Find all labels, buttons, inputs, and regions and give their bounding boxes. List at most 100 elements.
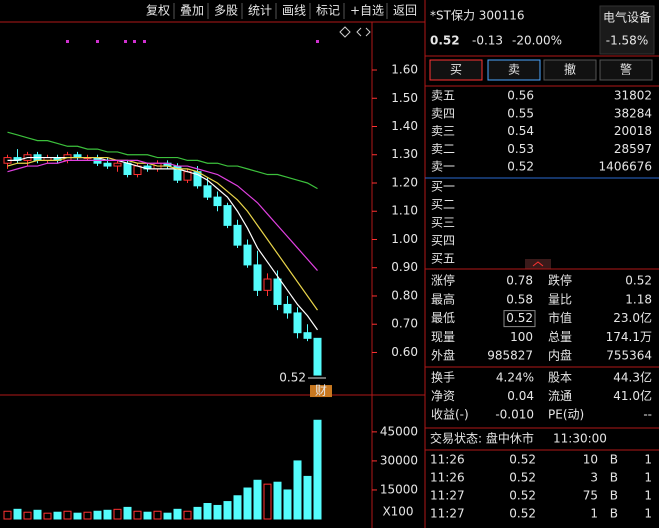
- trade-cell: 0.52: [509, 471, 536, 485]
- candle-body: [283, 303, 292, 314]
- stat-label: 内盘: [548, 348, 572, 363]
- action-button[interactable]: [599, 59, 653, 81]
- trade-cell: B: [610, 453, 618, 467]
- action-label[interactable]: 卖: [508, 63, 520, 77]
- ma-line: [7, 156, 318, 331]
- ask-label: 卖四: [431, 106, 455, 120]
- trade-cell: 3: [590, 471, 598, 485]
- action-label[interactable]: 警: [620, 62, 632, 77]
- toolbar-button[interactable]: 叠加: [180, 4, 204, 18]
- toolbar-button[interactable]: 画线: [282, 4, 306, 18]
- toolbar-button[interactable]: +自选: [350, 4, 384, 18]
- bid-label: 买四: [431, 234, 455, 248]
- candle-body: [253, 264, 262, 291]
- volume-bar: [163, 512, 172, 520]
- y-tick-label: 1.20: [391, 175, 418, 189]
- volume-bar: [43, 512, 52, 520]
- stat-label: PE(动): [548, 408, 584, 422]
- ma-line: [7, 159, 318, 271]
- toolbar-button[interactable]: 统计: [248, 4, 272, 18]
- volume-bar: [313, 419, 322, 520]
- candle-body: [273, 278, 282, 305]
- volume-bar: [103, 509, 112, 520]
- trade-cell: 0.52: [509, 507, 536, 521]
- ask-volume: 1406676: [599, 160, 652, 174]
- candle-body: [233, 224, 242, 246]
- ask-price: 0.53: [507, 142, 534, 156]
- candle-body: [203, 185, 212, 198]
- stat-value: 44.3亿: [613, 370, 652, 385]
- y-tick-label: 1.40: [391, 119, 418, 133]
- ask-volume: 28597: [614, 142, 652, 156]
- candle-body: [243, 244, 252, 266]
- ask-label: 卖二: [431, 142, 455, 156]
- stat-label: 换手: [431, 371, 455, 385]
- bid-label: 买三: [431, 216, 455, 230]
- status-label: 交易状态: 盘中休市: [430, 431, 534, 446]
- trade-cell: B: [610, 471, 618, 485]
- volume-bar: [33, 509, 42, 520]
- ask-volume: 31802: [614, 89, 652, 103]
- sector-box: [599, 5, 655, 55]
- volume-bar: [123, 506, 132, 520]
- action-button[interactable]: [543, 59, 597, 81]
- trade-cell: 75: [583, 489, 598, 503]
- ask-price: 0.56: [507, 89, 534, 103]
- ask-price: 0.55: [507, 106, 534, 120]
- trade-cell: 1: [590, 507, 598, 521]
- trade-cell: 11:27: [430, 507, 465, 521]
- y-tick-label: 0.60: [391, 345, 418, 359]
- candle-body: [113, 162, 122, 167]
- action-button[interactable]: [429, 59, 483, 81]
- stat-label: 净资: [431, 389, 455, 403]
- icon-diamond[interactable]: [339, 26, 351, 38]
- volume-bar: [273, 481, 282, 520]
- price: 0.52: [430, 34, 460, 48]
- toolbar-button[interactable]: 多股: [214, 4, 238, 18]
- trade-cell: B: [610, 507, 618, 521]
- volume-bar: [243, 487, 252, 520]
- action-label[interactable]: 买: [450, 63, 462, 77]
- y-tick-label: 1.30: [391, 147, 418, 161]
- toolbar-button[interactable]: 标记: [316, 4, 340, 18]
- volume-bar: [13, 508, 22, 520]
- volume-bar: [3, 510, 12, 520]
- action-button[interactable]: [487, 59, 541, 81]
- sector[interactable]: 电气设备: [603, 10, 651, 25]
- y-tick-label: 0.70: [391, 317, 418, 331]
- toolbar-button[interactable]: 返回: [393, 4, 417, 18]
- volume-tick-label: 30000: [380, 453, 418, 467]
- trade-cell: 0.52: [509, 489, 536, 503]
- trade-cell: 10: [583, 453, 598, 467]
- stat-label: 跌停: [548, 273, 572, 288]
- y-tick-label: 0.80: [391, 288, 418, 302]
- y-tick-label: 1.50: [391, 91, 418, 105]
- icon-arrows[interactable]: [356, 27, 371, 37]
- badge: 财: [315, 384, 327, 398]
- bid-label: 买二: [431, 198, 455, 212]
- volume-tick-label: 45000: [380, 424, 418, 438]
- stock-name: *ST保力 300116: [430, 9, 525, 23]
- ask-price: 0.52: [507, 160, 534, 174]
- stat-label: 最高: [431, 291, 455, 306]
- trade-cell: 1: [644, 453, 652, 467]
- collapse-tab[interactable]: [525, 259, 551, 269]
- volume-bar: [203, 503, 212, 520]
- trade-cell: 11:27: [430, 489, 465, 503]
- stat-value: 0.52: [625, 274, 652, 288]
- collapse-icon[interactable]: [532, 261, 544, 267]
- volume-bar: [283, 489, 292, 520]
- stat-value: --: [643, 408, 652, 422]
- stat-value: 0.58: [506, 292, 533, 306]
- toolbar-button[interactable]: 复权: [146, 4, 170, 18]
- volume-bar: [263, 483, 272, 520]
- stat-value: 23.0亿: [613, 310, 652, 325]
- action-label[interactable]: 撤: [564, 62, 576, 77]
- ask-label: 卖一: [431, 160, 455, 174]
- status-time: 11:30:00: [553, 432, 607, 446]
- volume-bar: [23, 511, 32, 520]
- ask-volume: 20018: [614, 124, 652, 138]
- marker-dots: [66, 40, 319, 43]
- ask-volume: 38284: [614, 106, 652, 120]
- ask-label: 卖五: [431, 89, 455, 103]
